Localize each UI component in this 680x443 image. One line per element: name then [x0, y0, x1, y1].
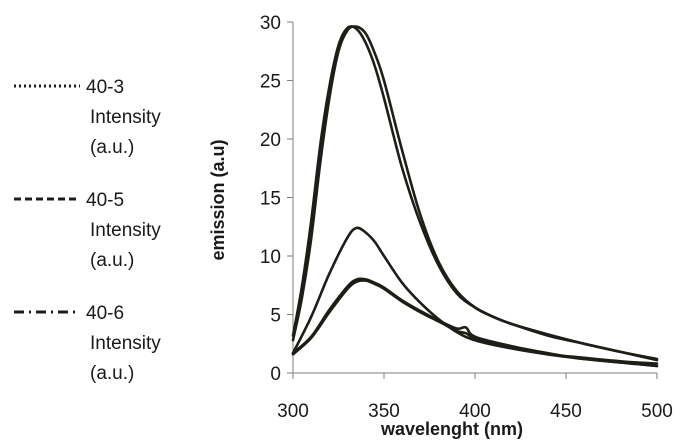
legend-label: (a.u.)	[90, 363, 134, 384]
y-tick-label: 10	[260, 247, 281, 268]
y-tick-label: 20	[260, 130, 281, 151]
y-tick-label: 15	[260, 189, 281, 210]
legend-entry-1: 40-3 Intensity (a.u.)	[14, 77, 161, 158]
legend-label: 40-5	[86, 190, 124, 211]
y-tick-label: 30	[260, 13, 281, 34]
series-line-4	[291, 25, 659, 362]
series-line-2	[291, 25, 659, 361]
x-tick-label: 400	[459, 401, 491, 422]
x-axis: 300 350 400 450 500	[277, 372, 673, 422]
x-tick-label: 500	[641, 401, 673, 422]
y-tick-label: 0	[270, 364, 281, 385]
x-tick-label: 350	[368, 401, 400, 422]
y-axis: 0 5 10 15 20 25 30	[260, 13, 294, 385]
series-line-1	[291, 279, 659, 368]
legend-label: 40-3	[86, 77, 124, 98]
y-tick-label: 25	[260, 72, 281, 93]
x-tick-label: 300	[277, 401, 309, 422]
legend-entry-2: 40-5 Intensity (a.u.)	[14, 190, 161, 271]
legend-label: Intensity	[90, 220, 161, 241]
legend-entry-3: 40-6 Intensity (a.u.)	[14, 303, 161, 384]
legend-label: 40-6	[86, 303, 124, 324]
x-tick-label: 450	[550, 401, 582, 422]
series-line-3	[291, 277, 659, 368]
legend: 40-3Intensity(a.u.)40-5Intensity(a.u.)40…	[14, 77, 161, 384]
legend-label: Intensity	[90, 107, 161, 128]
legend-label: (a.u.)	[90, 137, 134, 158]
legend-label: Intensity	[90, 333, 161, 354]
plot-area	[291, 25, 659, 368]
y-axis-title: emission (a.u)	[208, 139, 228, 260]
legend-label: (a.u.)	[90, 250, 134, 271]
x-axis-title: wavelenght (nm)	[380, 419, 523, 439]
series-line-5	[291, 226, 659, 365]
y-tick-label: 5	[270, 306, 281, 327]
